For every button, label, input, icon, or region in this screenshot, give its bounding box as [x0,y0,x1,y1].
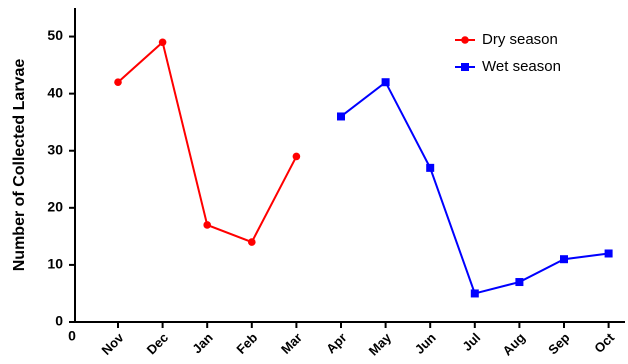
y-tick-label: 40 [47,84,63,100]
x-tick-label: Aug [499,330,528,359]
data-point [158,38,167,47]
x-tick-label: Jul [459,330,483,354]
x-tick-label: Jun [412,330,439,357]
y-tick-label: 10 [47,256,63,272]
legend-label: Dry season [482,31,558,48]
data-point [337,112,345,121]
series-line [340,80,609,295]
legend-marker [461,63,469,71]
legend-marker [461,36,469,44]
x-tick-label: Jan [189,330,215,356]
y-tick-label: 20 [47,199,63,215]
y-tick-label: 30 [47,141,63,157]
y-tick-label: 0 [55,313,63,329]
y-axis-label: Number of Collected Larvae [11,59,28,272]
data-point [604,249,613,258]
data-point [292,152,301,161]
data-point [203,221,211,229]
series-line [117,40,298,244]
x-tick-label: Oct [591,329,617,355]
data-point [470,289,479,298]
data-point [560,255,568,264]
x-tick-label: Nov [99,329,128,358]
x-tick-label: Mar [278,330,305,357]
x-tick-label: Apr [323,330,349,356]
data-point [381,78,390,87]
legend-label: Wet season [482,58,561,75]
data-point [426,163,435,172]
data-point [114,78,122,87]
y-tick-label: 50 [47,27,63,43]
x-origin-label: 0 [68,328,76,344]
data-point [248,238,256,246]
x-tick-label: Dec [144,330,171,357]
data-point [515,278,524,287]
x-tick-label: Feb [233,330,260,357]
x-tick-label: May [366,329,395,358]
x-tick-label: Sep [545,330,573,358]
